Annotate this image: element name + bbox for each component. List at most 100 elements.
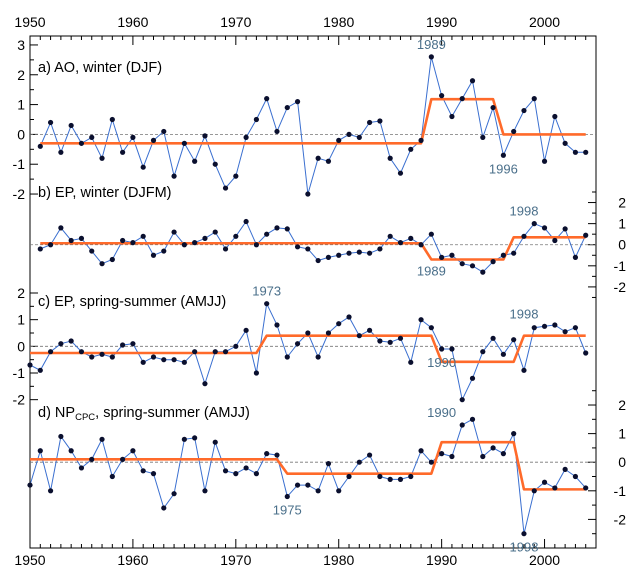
data-point <box>140 359 146 365</box>
data-point <box>500 351 506 357</box>
data-point <box>428 325 434 331</box>
data-point <box>346 314 352 320</box>
data-point <box>511 431 517 437</box>
data-point <box>562 140 568 146</box>
data-point <box>58 341 64 347</box>
panel-4: 2 1 0 -1 -2 d) NPCPC, spring-summer (AMJJ) 199… <box>27 390 627 555</box>
data-point <box>367 119 373 126</box>
data-point <box>212 439 218 445</box>
data-point <box>469 78 476 84</box>
data-point <box>377 246 383 252</box>
data-point <box>37 367 43 373</box>
data-point <box>541 479 548 485</box>
data-point <box>47 242 54 248</box>
data-point <box>253 370 259 376</box>
data-point <box>89 354 95 360</box>
data-point <box>212 349 218 355</box>
data-point <box>89 248 95 254</box>
data-point <box>243 134 249 140</box>
top-x-tick-label: 2000 <box>529 14 560 30</box>
data-point <box>459 96 465 102</box>
data-point <box>552 322 558 328</box>
bottom-x-tick-label: 1960 <box>117 552 148 568</box>
data-point <box>264 96 270 102</box>
regime-shift-year-label: 1990 <box>427 355 456 370</box>
data-point <box>336 321 342 327</box>
data-point <box>562 226 568 232</box>
regime-shift-year-label: 1989 <box>417 263 446 278</box>
y-tick-label: -2 <box>614 279 627 295</box>
regime-shift-line <box>30 440 586 491</box>
data-point <box>202 488 208 494</box>
data-point <box>58 225 64 231</box>
y-tick-label: -2 <box>614 511 627 527</box>
data-point <box>449 346 455 352</box>
data-point <box>284 104 290 111</box>
data-point <box>264 231 270 237</box>
data-point <box>89 456 95 462</box>
panel-label: c) EP, spring-summer (AMJJ) <box>38 294 226 310</box>
panel-label-main: b) EP, winter (DJFM) <box>38 185 171 201</box>
data-point <box>109 116 115 123</box>
data-point <box>439 346 445 352</box>
data-point <box>78 140 85 146</box>
y-tick-label: 2 <box>17 67 25 83</box>
data-point <box>315 354 321 360</box>
data-point <box>387 476 393 482</box>
data-point <box>150 137 157 143</box>
data-point <box>315 257 321 264</box>
data-point <box>27 362 33 368</box>
data-point <box>583 149 589 155</box>
data-point <box>202 133 208 139</box>
data-point <box>397 335 404 341</box>
regime-shift-year-label: 1973 <box>252 284 281 299</box>
series-line <box>39 56 586 195</box>
data-point <box>37 246 43 252</box>
panel-2-y-axis: 2 1 0 -1 -2 <box>588 191 627 298</box>
data-point <box>531 488 537 494</box>
regime-shift-year-label: 1998 <box>510 204 539 219</box>
data-point <box>99 351 105 357</box>
data-point <box>181 359 187 365</box>
data-point <box>449 453 455 460</box>
data-point <box>150 354 157 360</box>
panel-3-y-axis: 2 1 0 -1 -2 <box>13 285 38 408</box>
data-point <box>469 416 476 422</box>
top-x-tick-label: 1990 <box>426 14 457 30</box>
data-point <box>274 225 280 231</box>
y-tick-label: 1 <box>17 97 25 113</box>
data-point <box>161 128 167 135</box>
panel-3: 2 1 0 -1 -2 c) EP, spring-summer (AMJJ) 1973 19… <box>13 284 596 408</box>
data-point <box>171 491 177 497</box>
data-point <box>521 107 527 114</box>
data-point <box>222 185 229 191</box>
data-point <box>356 459 362 465</box>
data-point <box>222 246 229 252</box>
data-point <box>109 473 115 480</box>
data-point <box>233 343 239 349</box>
data-point <box>449 113 455 120</box>
y-tick-label: 0 <box>618 237 626 253</box>
data-point <box>500 252 506 258</box>
data-point <box>346 250 352 256</box>
data-point <box>305 330 311 336</box>
data-point <box>583 232 589 238</box>
data-point <box>37 143 43 149</box>
data-point <box>233 471 239 477</box>
top-x-tick-label: 1970 <box>220 14 251 30</box>
data-point <box>253 116 259 123</box>
data-point <box>305 191 311 197</box>
data-point <box>521 367 527 373</box>
y-tick-label: 0 <box>618 454 626 470</box>
data-point <box>68 338 74 344</box>
data-point <box>109 256 115 263</box>
data-point <box>572 254 579 260</box>
y-tick-label: 1 <box>17 312 25 328</box>
data-point <box>294 244 301 250</box>
data-point <box>243 218 249 225</box>
y-tick-label: -1 <box>614 483 627 499</box>
data-point <box>120 237 126 244</box>
data-point <box>397 240 404 246</box>
data-point <box>68 237 74 244</box>
data-point <box>78 235 85 241</box>
